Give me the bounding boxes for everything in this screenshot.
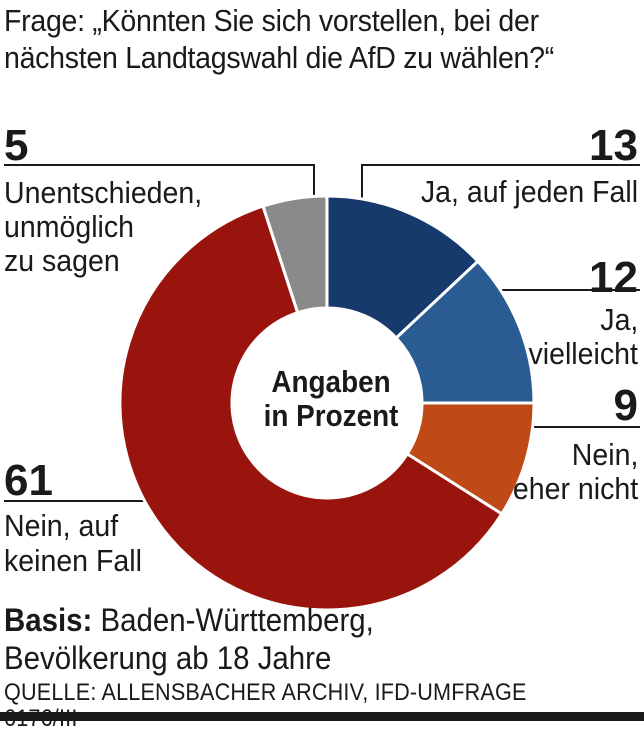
- value-label-unentschieden: 5: [4, 121, 29, 170]
- value-label-ja-auf-jeden-fall: 13: [589, 121, 638, 170]
- basis-note: Basis: Baden-Württemberg, Bevölkerung ab…: [4, 601, 374, 677]
- slice-ja-vielleicht: [394, 259, 536, 405]
- chart-question: Frage: „Könnten Sie sich vorstellen, bei…: [4, 2, 589, 76]
- category-label-nein-auf-keinen-fall-2: keinen Fall: [4, 543, 142, 578]
- value-label-nein-auf-keinen-fall: 61: [4, 456, 53, 505]
- basis-line1: Baden-Württemberg,: [100, 602, 374, 638]
- question-label: Frage:: [4, 3, 85, 38]
- category-label-ja-vielleicht-1: Ja,: [599, 302, 638, 337]
- category-label-ja-auf-jeden-fall: Ja, auf jeden Fall: [420, 174, 638, 209]
- bottom-rule: [0, 712, 644, 721]
- category-label-unentschieden-1: Unentschieden,: [4, 175, 203, 210]
- value-label-nein-eher-nicht: 9: [613, 381, 638, 430]
- donut-slices: [118, 194, 536, 612]
- slice-nein-auf-keinen-fall: [118, 204, 504, 612]
- center-label-line1: Angaben: [271, 364, 391, 399]
- category-label-nein-eher-nicht-2: eher nicht: [512, 471, 638, 506]
- category-label-ja-vielleicht-2: vielleicht: [528, 336, 638, 371]
- category-label-nein-eher-nicht-1: Nein,: [571, 437, 638, 472]
- basis-line2: Bevölkerung ab 18 Jahre: [4, 640, 332, 676]
- category-label-unentschieden-2: unmöglich: [4, 209, 135, 244]
- basis-label: Basis:: [4, 602, 93, 638]
- center-label-line2: in Prozent: [263, 398, 399, 433]
- slice-ja-auf-jeden-fall: [325, 194, 481, 341]
- source-note: QUELLE: ALLENSBACHER ARCHIV, IFD-UMFRAGE…: [4, 679, 527, 732]
- center-label: Angaben in Prozent: [237, 365, 426, 433]
- category-label-nein-auf-keinen-fall-1: Nein, auf: [4, 508, 119, 543]
- value-label-ja-vielleicht: 12: [589, 253, 638, 302]
- question-text: „Könnten Sie sich vorstellen, bei der nä…: [4, 3, 554, 75]
- category-label-unentschieden-3: zu sagen: [4, 243, 120, 278]
- slice-unentschieden: [261, 194, 329, 315]
